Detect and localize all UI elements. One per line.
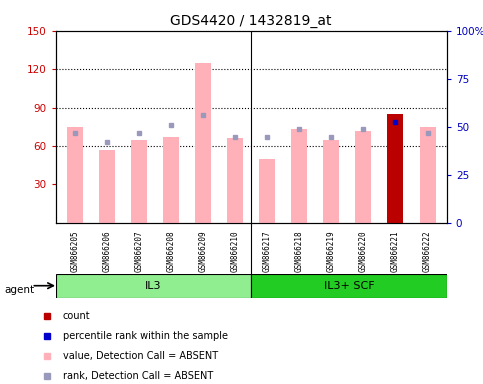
Text: count: count xyxy=(63,311,90,321)
Text: rank, Detection Call = ABSENT: rank, Detection Call = ABSENT xyxy=(63,371,213,381)
Title: GDS4420 / 1432819_at: GDS4420 / 1432819_at xyxy=(170,14,332,28)
Text: value, Detection Call = ABSENT: value, Detection Call = ABSENT xyxy=(63,351,218,361)
Text: GSM866220: GSM866220 xyxy=(359,230,368,272)
Bar xyxy=(387,114,403,223)
Text: GSM866219: GSM866219 xyxy=(327,230,336,272)
Text: percentile rank within the sample: percentile rank within the sample xyxy=(63,331,227,341)
Text: IL3: IL3 xyxy=(145,281,162,291)
Bar xyxy=(99,150,115,223)
FancyBboxPatch shape xyxy=(56,274,251,298)
Text: GSM866210: GSM866210 xyxy=(230,230,240,272)
Text: GSM866207: GSM866207 xyxy=(134,230,143,272)
Text: GSM866208: GSM866208 xyxy=(167,230,175,272)
Text: IL3+ SCF: IL3+ SCF xyxy=(324,281,374,291)
Text: GSM866206: GSM866206 xyxy=(102,230,112,272)
Text: agent: agent xyxy=(5,285,35,295)
Text: GSM866222: GSM866222 xyxy=(423,230,432,272)
Bar xyxy=(131,139,147,223)
Text: GSM866209: GSM866209 xyxy=(199,230,208,272)
Bar xyxy=(227,138,243,223)
Bar xyxy=(195,63,211,223)
Text: GSM866217: GSM866217 xyxy=(263,230,272,272)
Text: GSM866221: GSM866221 xyxy=(391,230,400,272)
Bar xyxy=(163,137,179,223)
Bar xyxy=(355,131,371,223)
Bar xyxy=(323,139,340,223)
Bar xyxy=(420,127,436,223)
Bar xyxy=(67,127,83,223)
FancyBboxPatch shape xyxy=(251,274,447,298)
Bar xyxy=(291,129,307,223)
Text: GSM866205: GSM866205 xyxy=(71,230,79,272)
Bar xyxy=(259,159,275,223)
Text: GSM866218: GSM866218 xyxy=(295,230,304,272)
